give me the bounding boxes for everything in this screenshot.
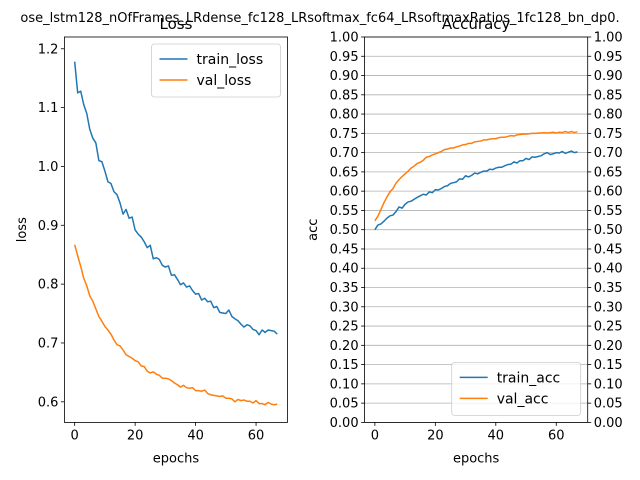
y-tick-label-6: 1.2 [38, 42, 59, 57]
y-tick-label-10: 0.50 [330, 223, 359, 238]
right-y-tick-label-3: 0.15 [594, 358, 623, 373]
x-tick-label-0: 0 [371, 428, 379, 443]
legend-box [151, 43, 281, 98]
x-tick-label-0: 0 [71, 428, 79, 443]
right-y-tick-label-9: 0.45 [594, 242, 623, 257]
right-y-tick-label-2: 0.10 [594, 377, 623, 392]
y-axis-label: acc [306, 219, 321, 241]
x-axis-label: epochs [153, 451, 200, 466]
right-y-tick-label-10: 0.50 [594, 223, 623, 238]
y-tick-label-5: 1.1 [38, 101, 59, 116]
legend: train_loss val_loss [151, 43, 281, 98]
x-tick-label-1: 20 [427, 428, 444, 443]
series-line-val_loss [73, 244, 278, 406]
series-line-val_acc [374, 130, 578, 222]
legend-label-val_loss: val_loss [197, 73, 252, 89]
right-y-tick-label-4: 0.20 [594, 339, 623, 354]
right-y-tick-label-6: 0.30 [594, 300, 623, 315]
right-y-tick-label-8: 0.40 [594, 262, 623, 277]
x-tick-label-2: 40 [488, 428, 505, 443]
y-tick-label-16: 0.80 [330, 108, 359, 123]
x-tick-label-3: 60 [248, 428, 265, 443]
right-y-tick-label-13: 0.65 [594, 165, 623, 180]
y-tick-label-2: 0.8 [38, 278, 59, 293]
series-line-train_loss [73, 61, 278, 336]
x-tick-label-3: 60 [548, 428, 565, 443]
y-tick-label-0: 0.6 [38, 395, 59, 410]
y-tick-label-4: 1.0 [38, 160, 59, 175]
y-tick-label-13: 0.65 [330, 165, 359, 180]
y-tick-label-2: 0.10 [330, 377, 359, 392]
y-axis-label: loss [15, 217, 30, 242]
y-tick-label-6: 0.30 [330, 300, 359, 315]
plot-title: Loss [159, 15, 192, 33]
y-tick-label-18: 0.90 [330, 69, 359, 84]
right-y-tick-label-15: 0.75 [594, 127, 623, 142]
plot-title: Accuracy [442, 15, 511, 33]
y-tick-label-15: 0.75 [330, 127, 359, 142]
figure-suptitle: ose_lstm128_nOfFrames_LRdense_fc128_LRso… [20, 11, 619, 26]
y-tick-label-11: 0.55 [330, 204, 359, 219]
y-tick-label-14: 0.70 [330, 146, 359, 161]
legend: train_acc val_acc [451, 361, 582, 416]
series-line-train_acc [374, 150, 578, 231]
y-tick-label-17: 0.85 [330, 88, 359, 103]
y-tick-label-3: 0.9 [38, 219, 59, 234]
legend-label-val_acc: val_acc [497, 391, 549, 407]
y-tick-label-8: 0.40 [330, 262, 359, 277]
y-tick-label-3: 0.15 [330, 358, 359, 373]
y-tick-label-0: 0.00 [330, 416, 359, 431]
right-y-tick-label-1: 0.05 [594, 397, 623, 412]
y-tick-label-1: 0.7 [38, 336, 59, 351]
right-y-tick-label-16: 0.80 [594, 108, 623, 123]
y-tick-label-5: 0.25 [330, 320, 359, 335]
accuracy-plot: 0 20 40 60 0.00 0.00 0.05 0.05 0.10 0.10 0.15 0.15 0… [306, 15, 623, 466]
y-tick-label-19: 0.95 [330, 50, 359, 65]
axes-frame [64, 36, 288, 423]
legend-label-train_acc: train_acc [497, 370, 561, 386]
x-tick-label-2: 40 [187, 428, 204, 443]
loss-plot: 0 20 40 60 0.6 0.7 0.8 0.9 1.0 1.1 1.2 epochs loss Lo… [15, 15, 288, 466]
y-tick-label-4: 0.20 [330, 339, 359, 354]
y-tick-label-7: 0.35 [330, 281, 359, 296]
legend-label-train_loss: train_loss [197, 52, 264, 68]
right-y-tick-label-11: 0.55 [594, 204, 623, 219]
y-tick-label-9: 0.45 [330, 242, 359, 257]
right-y-tick-label-19: 0.95 [594, 50, 623, 65]
right-y-tick-label-5: 0.25 [594, 320, 623, 335]
right-y-tick-label-17: 0.85 [594, 88, 623, 103]
y-tick-label-12: 0.60 [330, 185, 359, 200]
right-y-tick-label-7: 0.35 [594, 281, 623, 296]
y-tick-label-20: 1.00 [330, 31, 359, 46]
y-tick-label-1: 0.05 [330, 397, 359, 412]
right-y-tick-label-20: 1.00 [594, 31, 623, 46]
right-y-tick-label-12: 0.60 [594, 185, 623, 200]
right-y-tick-label-14: 0.70 [594, 146, 623, 161]
x-tick-label-1: 20 [127, 428, 144, 443]
x-axis-label: epochs [453, 451, 500, 466]
right-y-tick-label-18: 0.90 [594, 69, 623, 84]
legend-box [451, 361, 582, 416]
right-y-tick-label-0: 0.00 [594, 416, 623, 431]
